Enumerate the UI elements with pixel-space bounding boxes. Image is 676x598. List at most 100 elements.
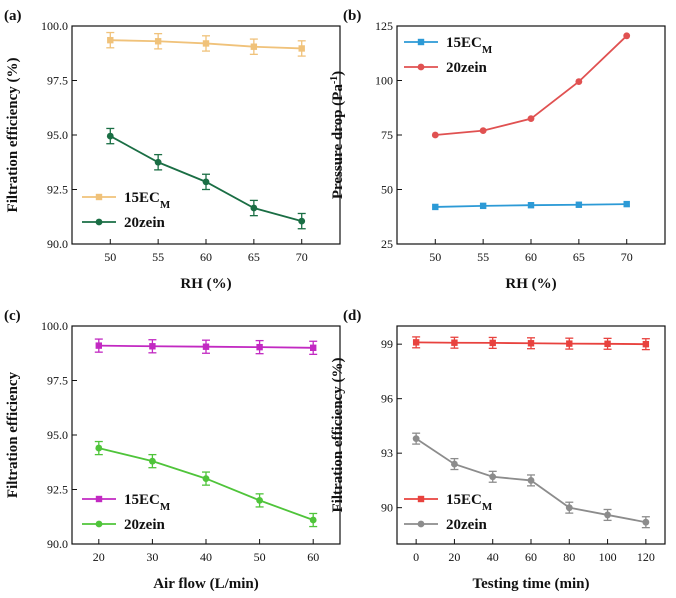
data-point (604, 340, 611, 348)
chart-panel-d: (d) 0 20 40 60 80 100 120 90 93 96 99 Testing time (… (330, 308, 666, 592)
series-20zein (431, 32, 631, 139)
data-point (250, 43, 258, 50)
data-point (527, 477, 535, 484)
x-tick-label: 60 (525, 250, 537, 264)
x-tick-label: 65 (573, 250, 585, 264)
legend-entry-subscript: M (482, 501, 493, 513)
data-point (412, 435, 420, 443)
y-tick-label: 100.0 (41, 19, 68, 33)
legend: 15ECM 20zein (404, 492, 493, 533)
legend-entry-text: 20zein (124, 215, 165, 231)
x-tick-label: 0 (413, 550, 419, 564)
x-tick-label: 55 (152, 250, 164, 264)
x-tick-label: 60 (307, 550, 319, 564)
y-axis-title-text: Filtration efficiency (%) (330, 358, 346, 513)
legend-entry-name: 15EC (446, 35, 482, 51)
data-point (566, 340, 573, 347)
series-20zein (412, 432, 650, 529)
x-axis-title: RH (%) (180, 276, 231, 292)
y-axis-title-text: Filtration efficiency (%) (5, 58, 21, 213)
y-tick-label: 125 (375, 19, 393, 33)
x-tick-label: 50 (104, 250, 116, 264)
legend: 15ECM 20zein (82, 190, 171, 231)
data-point (565, 504, 573, 512)
chart-panel-b: (b) 50 55 60 65 70 25 50 75 100 125 RH (%) Pressure … (329, 8, 666, 292)
legend-entry-name: 15EC (446, 492, 482, 508)
data-point (451, 460, 458, 468)
x-tick-label: 50 (254, 550, 266, 564)
data-point (298, 217, 306, 225)
x-tick-label: 40 (487, 550, 499, 564)
data-point (623, 32, 631, 40)
y-tick-label: 90.0 (47, 537, 68, 551)
legend-entry-name: 20zein (446, 60, 487, 76)
data-point (623, 200, 630, 208)
y-axis-title: Filtration efficiency (%) (5, 58, 21, 213)
x-tick-label: 70 (296, 250, 308, 264)
data-point (95, 342, 102, 349)
x-tick-label: 60 (525, 550, 537, 564)
x-tick-label: 20 (448, 550, 460, 564)
x-axis-title: Air flow (L/min) (153, 576, 259, 592)
data-point (575, 78, 583, 85)
legend-swatch-marker (95, 520, 103, 528)
panel-label: (b) (343, 8, 361, 24)
data-point (309, 516, 317, 524)
data-point (250, 204, 258, 212)
series-15ecm (94, 338, 318, 355)
data-point (106, 132, 114, 140)
data-point (527, 201, 535, 209)
legend: 15ECM 20zein (404, 35, 493, 76)
data-point (202, 343, 210, 350)
data-point (298, 45, 305, 52)
data-point (451, 339, 458, 346)
legend-swatch-marker (95, 193, 103, 201)
legend-entry-name: 15EC (124, 492, 160, 508)
y-tick-label: 97.5 (47, 374, 68, 388)
legend-swatch-marker (95, 495, 103, 503)
data-point (149, 457, 156, 465)
y-tick-label: 97.5 (47, 74, 68, 88)
series-15ecm (432, 200, 630, 211)
legend-entry-subscript: M (482, 44, 493, 56)
panel-label: (a) (4, 8, 22, 24)
y-axis-title-text: Filtration efficiency (5, 371, 21, 498)
series-15ecm (106, 31, 306, 57)
data-point (527, 115, 535, 123)
legend-entry-text: 20zein (446, 517, 487, 533)
y-axis-title-text: Pressure drop (Pa (330, 84, 346, 199)
legend-entry-name: 20zein (124, 215, 165, 231)
x-tick-label: 50 (429, 250, 441, 264)
data-point (107, 36, 114, 44)
data-point (575, 201, 583, 208)
legend-entry-name: 15EC (124, 190, 160, 206)
legend-swatch-marker (417, 63, 425, 71)
data-point (642, 340, 650, 348)
legend-swatch-marker (417, 495, 425, 503)
y-axis-title: Filtration efficiency (5, 371, 21, 498)
data-point (202, 40, 210, 47)
legend-entry-text: 20zein (124, 517, 165, 533)
data-point (412, 339, 420, 346)
panel-label: (c) (4, 308, 21, 324)
series-20zein (94, 440, 318, 528)
y-tick-label: 100.0 (41, 319, 68, 333)
legend-entry-subscript: M (160, 501, 171, 513)
y-tick-label: 90 (381, 501, 393, 515)
data-point (642, 518, 650, 526)
data-point (202, 178, 210, 186)
y-axis-title-superscript: -1 (329, 76, 340, 84)
data-point (95, 444, 103, 452)
panel-label: (d) (343, 308, 361, 324)
y-tick-label: 92.5 (47, 183, 68, 197)
legend-entry-name: 20zein (446, 517, 487, 533)
y-tick-label: 96 (381, 392, 393, 406)
data-point (489, 339, 496, 347)
data-point (527, 340, 535, 347)
y-axis-title: Pressure drop (Pa-1) (329, 71, 347, 199)
y-tick-label: 50 (381, 183, 393, 197)
x-tick-label: 65 (248, 250, 260, 264)
data-point (154, 38, 162, 45)
data-point (489, 473, 497, 481)
legend-entry-text: 15ECM (446, 492, 493, 513)
